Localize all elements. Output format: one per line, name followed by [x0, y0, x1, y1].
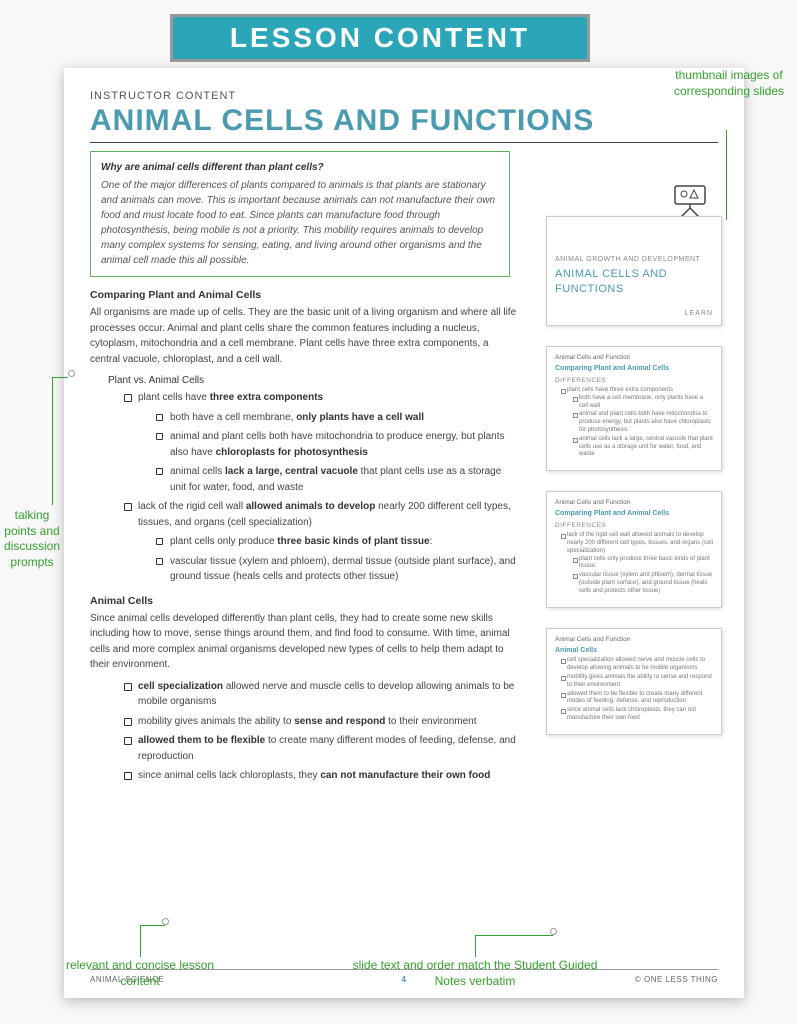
thumb-category: ANIMAL GROWTH AND DEVELOPMENT	[555, 255, 713, 265]
page-title: ANIMAL CELLS AND FUNCTIONS	[90, 104, 718, 138]
section-heading: Comparing Plant and Animal Cells	[90, 289, 520, 301]
slide-thumbnail: Animal Cells and Function Animal Cells c…	[546, 628, 722, 735]
thumb-bullet: allowed them to be flexible to create ma…	[561, 691, 713, 707]
thumb-bullet: lack of the rigid cell wall allowed anim…	[561, 532, 713, 595]
list-item: both have a cell membrane, only plants h…	[156, 410, 520, 426]
subsection-heading: Plant vs. Animal Cells	[108, 375, 520, 386]
slide-thumbnail: ANIMAL GROWTH AND DEVELOPMENT ANIMAL CEL…	[546, 216, 722, 326]
list-item: plant cells only produce three basic kin…	[156, 534, 520, 550]
thumb-label: DIFFERENCES	[555, 521, 713, 530]
footer-right: © ONE LESS THING	[635, 975, 718, 984]
thumb-bullet: vascular tissue (xylem and phloem), derm…	[573, 572, 713, 595]
thumb-bullet: plant cells have three extra components …	[561, 387, 713, 459]
annotation-dot	[68, 370, 75, 377]
thumb-subhead: Comparing Plant and Animal Cells	[555, 509, 713, 519]
list-item: plant cells have three extra components …	[124, 390, 520, 495]
list-item: since animal cells lack chloroplasts, th…	[124, 768, 520, 784]
list-item: animal and plant cells both have mitocho…	[156, 429, 520, 460]
annotation-line	[475, 935, 553, 936]
section-para: Since animal cells developed differently…	[90, 611, 520, 673]
content-column: Comparing Plant and Animal Cells All org…	[90, 289, 520, 784]
easel-icon	[670, 180, 710, 220]
thumb-head: Animal Cells and Function	[555, 498, 713, 507]
thumb-bullet: cell specialization allowed nerve and mu…	[561, 657, 713, 673]
intro-question-box: Why are animal cells different than plan…	[90, 151, 510, 277]
annotation-slide-text: slide text and order match the Student G…	[350, 958, 600, 989]
thumb-bullet: mobility gives animals the ability to se…	[561, 674, 713, 690]
annotation-talking-points: talking points and discussion prompts	[2, 508, 62, 570]
section-para: All organisms are made up of cells. They…	[90, 305, 520, 367]
list-item: animal cells lack a large, central vacuo…	[156, 464, 520, 495]
thumb-head: Animal Cells and Function	[555, 635, 713, 644]
thumb-subhead: Animal Cells	[555, 646, 713, 656]
thumb-bullet: since animal cells lack chloroplasts, th…	[561, 707, 713, 723]
annotation-relevant: relevant and concise lesson content	[60, 958, 220, 989]
slide-thumbnail: Animal Cells and Function Comparing Plan…	[546, 346, 722, 471]
annotation-dot	[162, 918, 169, 925]
bullet-list: cell specialization allowed nerve and mu…	[124, 679, 520, 784]
list-item: cell specialization allowed nerve and mu…	[124, 679, 520, 710]
slide-thumbnail: Animal Cells and Function Comparing Plan…	[546, 491, 722, 607]
instructor-label: INSTRUCTOR CONTENT	[90, 90, 718, 102]
bullet-list: plant cells have three extra components …	[124, 390, 520, 585]
thumb-bullet: animal and plant cells both have mitocho…	[573, 411, 713, 434]
thumb-head: Animal Cells and Function	[555, 353, 713, 362]
list-item: allowed them to be flexible to create ma…	[124, 733, 520, 764]
annotation-thumbnails: thumbnail images of corresponding slides	[669, 68, 789, 99]
section-heading: Animal Cells	[90, 595, 520, 607]
list-item: lack of the rigid cell wall allowed anim…	[124, 499, 520, 585]
annotation-line	[52, 377, 53, 505]
slide-thumbnails: ANIMAL GROWTH AND DEVELOPMENT ANIMAL CEL…	[546, 216, 722, 755]
intro-body: One of the major differences of plants c…	[101, 178, 499, 268]
annotation-line	[475, 935, 476, 957]
list-item: vascular tissue (xylem and phloem), derm…	[156, 554, 520, 585]
title-underline	[90, 142, 718, 143]
document-page: INSTRUCTOR CONTENT ANIMAL CELLS AND FUNC…	[64, 68, 744, 998]
thumb-bullet: animal cells lack a large, central vacuo…	[573, 436, 713, 459]
thumb-learn-label: LEARN	[685, 309, 713, 319]
thumb-title: ANIMAL CELLS AND FUNCTIONS	[555, 267, 713, 298]
thumb-bullet: plant cells only produce three basic kin…	[573, 556, 713, 572]
annotation-dot	[550, 928, 557, 935]
thumb-subhead: Comparing Plant and Animal Cells	[555, 364, 713, 374]
intro-question: Why are animal cells different than plan…	[101, 160, 499, 175]
thumb-label: DIFFERENCES	[555, 376, 713, 385]
thumb-bullet: both have a cell membrane, only plants h…	[573, 395, 713, 411]
list-item: mobility gives animals the ability to se…	[124, 714, 520, 730]
annotation-line	[52, 377, 68, 378]
annotation-line	[140, 925, 165, 926]
annotation-line	[726, 130, 727, 220]
lesson-content-banner: LESSON CONTENT	[170, 14, 590, 62]
annotation-line	[140, 925, 141, 957]
